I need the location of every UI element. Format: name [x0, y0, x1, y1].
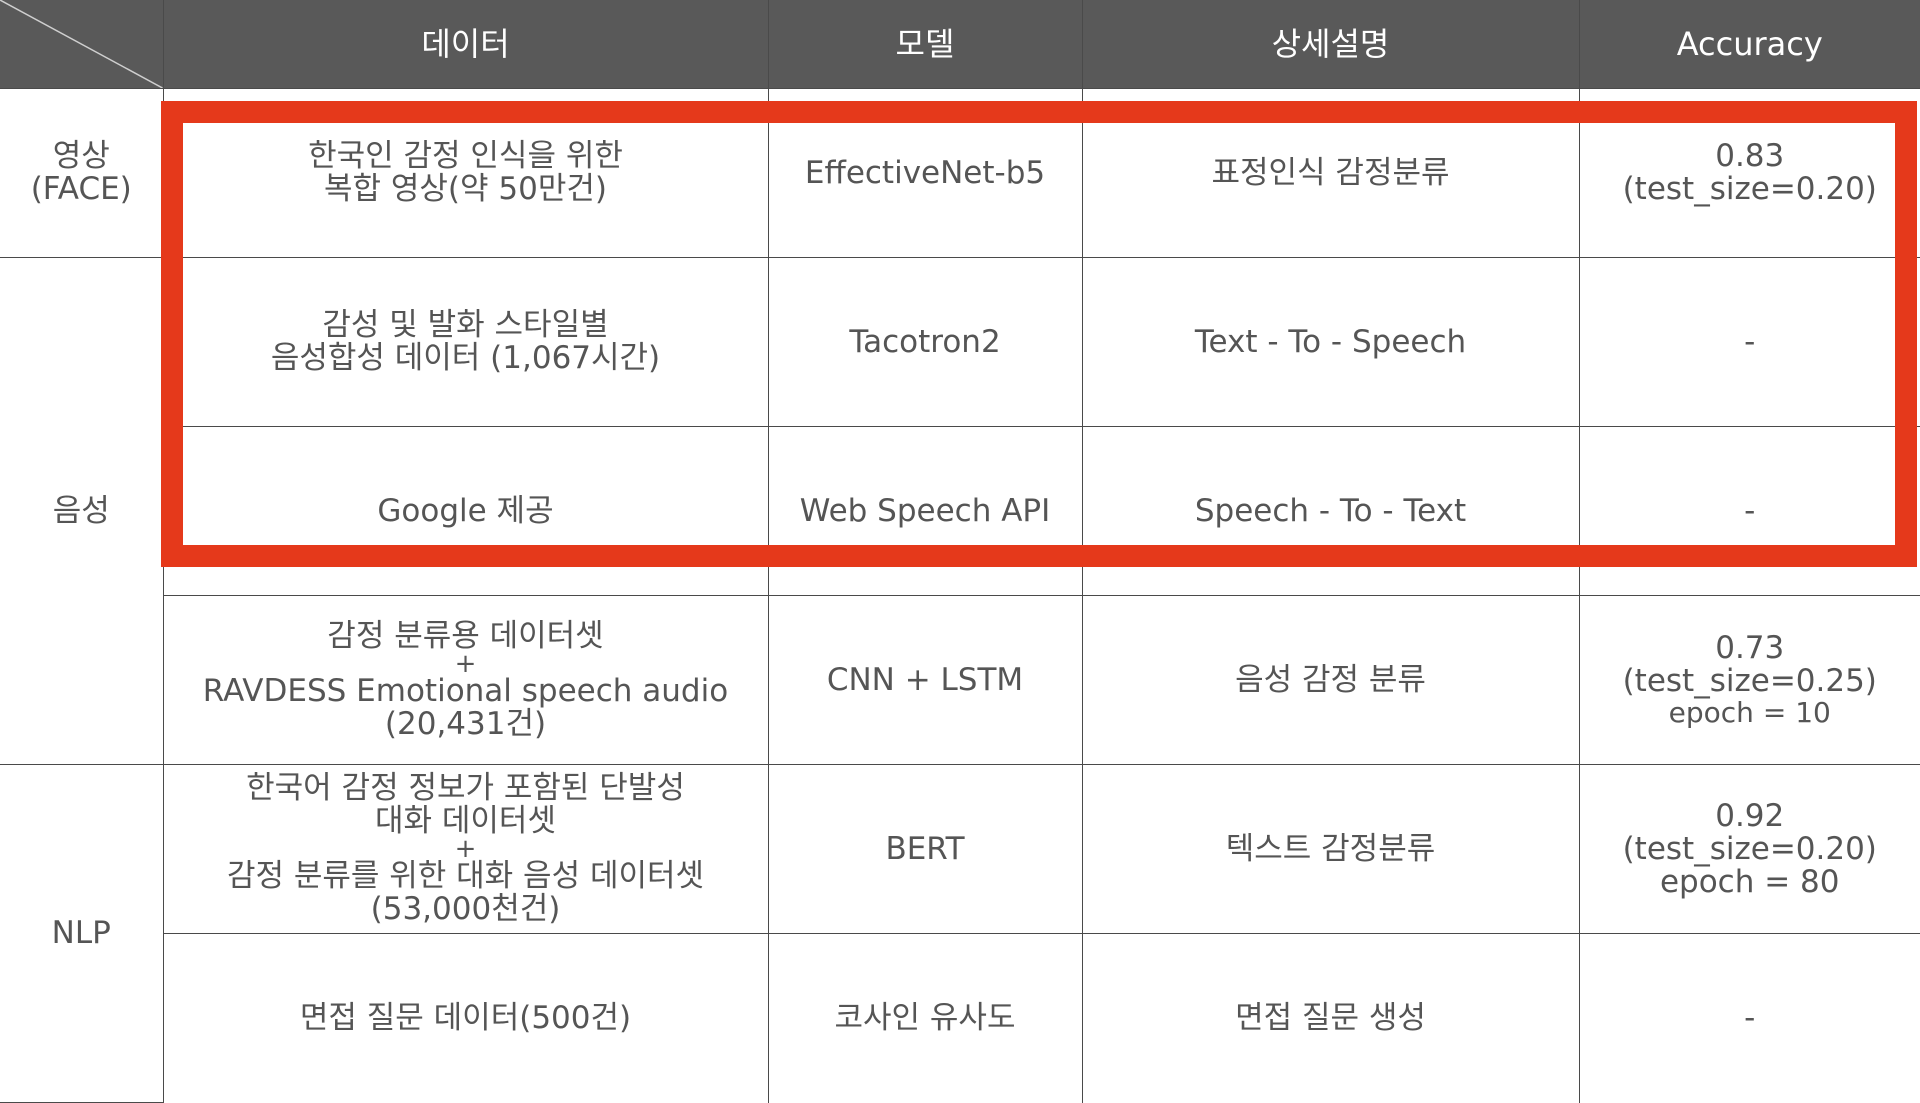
diagonal-divider — [0, 0, 163, 88]
accuracy-cell: 0.73 (test_size=0.25) epoch = 10 — [1578, 595, 1920, 765]
table-row: 영상 (FACE) 한국인 감정 인식을 위한 복합 영상(약 50만건) Ef… — [0, 88, 1920, 258]
header-row: 데이터 모델 상세설명 Accuracy — [0, 0, 1920, 89]
data-cell: 한국인 감정 인식을 위한 복합 영상(약 50만건) — [162, 88, 769, 258]
data-text: 감정 분류용 데이터셋 — [327, 617, 604, 654]
data-cell: Google 제공 — [163, 426, 769, 596]
data-text: 감정 분류를 위한 대화 음성 데이터셋 — [226, 858, 705, 894]
description-cell: 표정인식 감정분류 — [1081, 88, 1580, 258]
category-video-label: 영상 — [52, 138, 110, 174]
data-text: 감성 및 발화 스타일별 — [322, 307, 609, 343]
data-text: 대화 데이터셋 — [375, 803, 556, 839]
accuracy-cell: 0.92 (test_size=0.20) epoch = 80 — [1578, 764, 1920, 934]
header-data: 데이터 — [162, 0, 769, 89]
accuracy-cell: - — [1578, 257, 1920, 427]
corner-cell — [0, 0, 164, 89]
model-cell: CNN + LSTM — [767, 595, 1083, 765]
accuracy-epoch: epoch = 10 — [1668, 696, 1831, 729]
data-cell: 감정 분류용 데이터셋 + RAVDESS Emotional speech a… — [163, 595, 769, 765]
header-model: 모델 — [767, 0, 1083, 89]
accuracy-value: 0.73 — [1715, 630, 1785, 666]
data-cell: 면접 질문 데이터(500건) — [163, 933, 769, 1103]
data-text: (20,431건) — [384, 705, 547, 742]
accuracy-value: 0.83 — [1715, 138, 1785, 174]
data-text: RAVDESS Emotional speech audio — [202, 672, 729, 709]
table-row: NLP 한국어 감정 정보가 포함된 단발성 대화 데이터셋 + 감정 분류를 … — [0, 764, 1920, 1103]
data-cell: 한국어 감정 정보가 포함된 단발성 대화 데이터셋 + 감정 분류를 위한 대… — [162, 764, 769, 934]
data-text: 복합 영상(약 50만건) — [324, 171, 607, 207]
accuracy-detail: (test_size=0.25) — [1622, 663, 1877, 699]
model-cell: Tacotron2 — [767, 257, 1083, 427]
accuracy-epoch: epoch = 80 — [1659, 863, 1840, 900]
accuracy-cell: 0.83 (test_size=0.20) — [1578, 88, 1920, 258]
accuracy-value: 0.92 — [1715, 797, 1785, 834]
model-cell: 코사인 유사도 — [767, 933, 1083, 1103]
header-description: 상세설명 — [1081, 0, 1580, 89]
model-cell: EffectiveNet-b5 — [767, 88, 1083, 258]
category-nlp: NLP — [0, 764, 164, 1103]
accuracy-detail: (test_size=0.20) — [1622, 830, 1877, 867]
description-cell: 텍스트 감정분류 — [1081, 764, 1580, 934]
description-cell: Speech - To - Text — [1081, 426, 1580, 596]
accuracy-cell: - — [1578, 426, 1920, 596]
plus-sign: + — [454, 834, 477, 864]
description-cell: Text - To - Speech — [1081, 257, 1580, 427]
table-row: 면접 질문 데이터(500건) 코사인 유사도 면접 질문 생성 - — [0, 933, 1920, 1103]
category-video-sublabel: (FACE) — [30, 171, 132, 207]
data-text: 한국인 감정 인식을 위한 — [308, 138, 623, 174]
category-video: 영상 (FACE) — [0, 88, 164, 258]
table-row: Google 제공 Web Speech API Speech - To - T… — [0, 426, 1920, 596]
model-cell: BERT — [767, 764, 1083, 934]
accuracy-detail: (test_size=0.20) — [1622, 171, 1877, 207]
data-text: 음성합성 데이터 (1,067시간) — [270, 340, 661, 376]
data-text: 한국어 감정 정보가 포함된 단발성 — [246, 770, 685, 806]
plus-sign: + — [454, 648, 477, 679]
table-row: 음성 감성 및 발화 스타일별 음성합성 데이터 (1,067시간) Tacot… — [0, 257, 1920, 765]
description-cell: 면접 질문 생성 — [1081, 933, 1580, 1103]
data-text: (53,000천건) — [370, 891, 561, 927]
category-audio: 음성 — [0, 257, 164, 765]
data-cell: 감성 및 발화 스타일별 음성합성 데이터 (1,067시간) — [162, 257, 769, 427]
header-accuracy: Accuracy — [1578, 0, 1920, 89]
description-cell: 음성 감정 분류 — [1081, 595, 1580, 765]
accuracy-cell: - — [1578, 933, 1920, 1103]
model-cell: Web Speech API — [767, 426, 1083, 596]
table-row: 감정 분류용 데이터셋 + RAVDESS Emotional speech a… — [0, 595, 1920, 765]
